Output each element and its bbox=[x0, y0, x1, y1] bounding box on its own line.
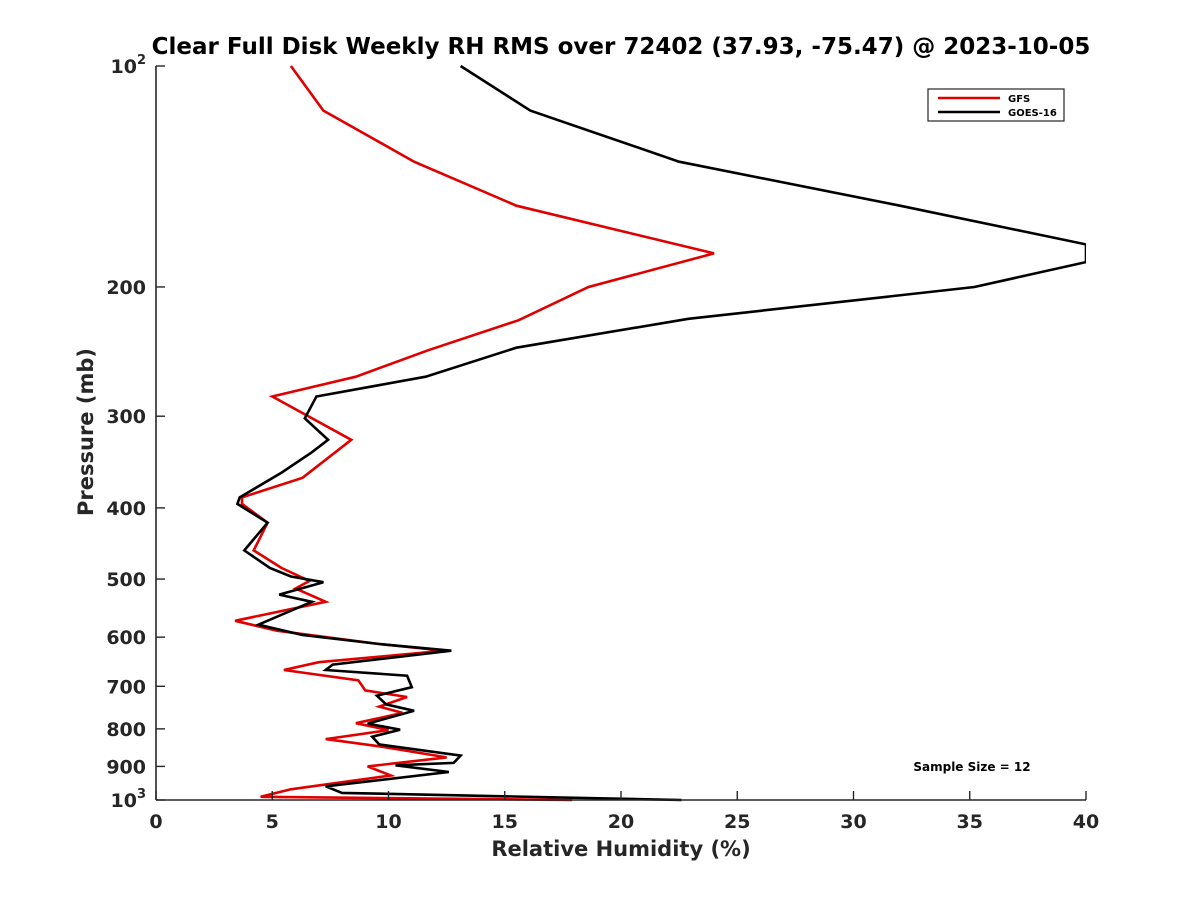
x-tick-label: 0 bbox=[149, 811, 162, 833]
series-line-goes-16 bbox=[235, 64, 1086, 802]
chart-title: Clear Full Disk Weekly RH RMS over 72402… bbox=[152, 34, 1091, 60]
x-tick-label: 10 bbox=[375, 811, 401, 833]
series-layer bbox=[234, 64, 1086, 802]
y-tick-label: 200 bbox=[106, 277, 146, 299]
x-tick-label: 25 bbox=[724, 811, 750, 833]
x-axis-label: Relative Humidity (%) bbox=[491, 837, 750, 861]
x-tick-label: 40 bbox=[1073, 811, 1099, 833]
x-tick-label: 15 bbox=[492, 811, 518, 833]
y-tick-label: 600 bbox=[106, 627, 146, 649]
legend-label: GOES-16 bbox=[1008, 108, 1057, 119]
legend-label: GFS bbox=[1008, 94, 1030, 105]
plot-area: 0 5 10 15 20 25 30 35 40 102 200 300 400 500 600 700 80… bbox=[106, 53, 1099, 833]
y-axis-label: Pressure (mb) bbox=[74, 348, 98, 516]
y-tick-label: 500 bbox=[106, 569, 146, 591]
y-tick-label: 102 bbox=[111, 53, 147, 78]
sample-size-annotation: Sample Size = 12 bbox=[913, 760, 1030, 774]
plot-background bbox=[156, 66, 1086, 800]
series-line-gfs bbox=[234, 65, 715, 802]
x-tick-label: 5 bbox=[266, 811, 279, 833]
legend-box bbox=[927, 88, 1065, 122]
x-axis-ticks: 0 5 10 15 20 25 30 35 40 bbox=[149, 791, 1099, 833]
y-tick-label: 400 bbox=[106, 498, 146, 520]
y-tick-label: 300 bbox=[106, 406, 146, 428]
y-axis-ticks: 102 200 300 400 500 600 700 800 900 103 bbox=[106, 53, 165, 812]
x-tick-label: 35 bbox=[957, 811, 983, 833]
y-tick-label: 103 bbox=[111, 787, 147, 812]
y-tick-label: 900 bbox=[106, 756, 146, 778]
y-tick-label: 700 bbox=[106, 676, 146, 698]
y-tick-label: 800 bbox=[106, 719, 146, 741]
x-tick-label: 20 bbox=[608, 811, 634, 833]
legend: GFS GOES-16 bbox=[927, 88, 1065, 122]
x-tick-label: 30 bbox=[840, 811, 866, 833]
